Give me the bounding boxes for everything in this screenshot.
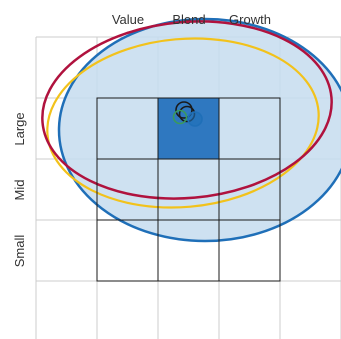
- column-label-blend: Blend: [172, 12, 205, 27]
- point-blue: [187, 111, 203, 127]
- points: [172, 101, 203, 127]
- column-label-growth: Growth: [229, 12, 271, 27]
- column-label-value: Value: [112, 12, 144, 27]
- row-label-small: Small: [12, 235, 27, 268]
- point-green: [172, 109, 188, 125]
- row-label-mid: Mid: [12, 180, 27, 201]
- point-black: [175, 101, 193, 119]
- style-box-matrix: [96, 97, 281, 282]
- style-box-cell: [218, 219, 281, 282]
- row-label-large: Large: [12, 112, 27, 145]
- ellipse-crimson: [41, 20, 333, 200]
- ellipse-gold: [46, 37, 320, 209]
